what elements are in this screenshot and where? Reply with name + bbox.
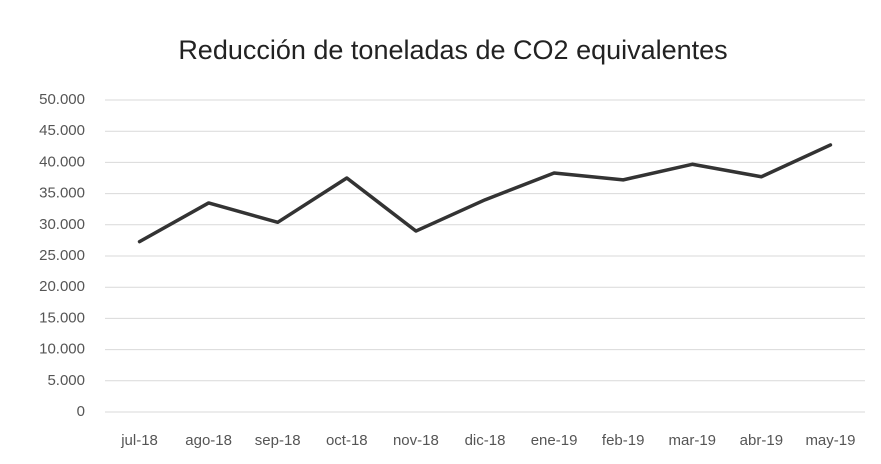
- y-tick-label: 5.000: [47, 372, 85, 389]
- y-tick-label: 15.000: [39, 309, 85, 326]
- y-tick-label: 10.000: [39, 341, 85, 358]
- x-tick-label: feb-19: [602, 432, 645, 449]
- y-tick-label: 30.000: [39, 216, 85, 233]
- y-tick-label: 20.000: [39, 278, 85, 295]
- chart-title: Reducción de toneladas de CO2 equivalent…: [178, 35, 727, 65]
- y-tick-label: 35.000: [39, 185, 85, 202]
- x-tick-label: sep-18: [255, 432, 301, 449]
- y-tick-label: 50.000: [39, 91, 85, 108]
- line: [137, 143, 833, 244]
- x-tick-label: abr-19: [740, 432, 783, 449]
- x-tick-label: ago-18: [185, 432, 232, 449]
- y-tick-label: 25.000: [39, 247, 85, 264]
- x-tick-label: ene-19: [531, 432, 578, 449]
- y-tick-label: 0: [77, 403, 85, 420]
- x-tick-label: may-19: [805, 432, 855, 449]
- x-tick-label: mar-19: [669, 432, 717, 449]
- y-tick-label: 45.000: [39, 122, 85, 139]
- y-tick-label: 40.000: [39, 153, 85, 170]
- x-tick-label: oct-18: [326, 432, 368, 449]
- x-tick-label: dic-18: [465, 432, 506, 449]
- x-tick-label: nov-18: [393, 432, 439, 449]
- x-tick-label: jul-18: [120, 432, 158, 449]
